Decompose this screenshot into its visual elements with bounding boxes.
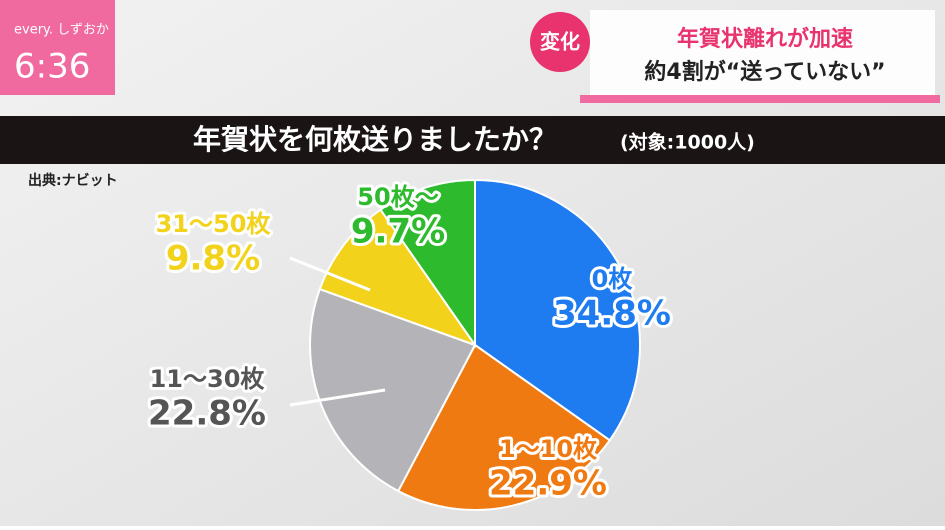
headline-stripe	[580, 95, 940, 103]
program-name: every. しずおか	[14, 23, 109, 38]
tag-badge	[530, 12, 590, 72]
pie-slice	[309, 287, 477, 493]
title-bar	[0, 116, 945, 164]
category-label: 1〜10枚	[499, 435, 597, 463]
headline-1: 年賀状離れが加速	[677, 26, 853, 52]
pie-slice	[318, 208, 478, 348]
leader-line	[289, 256, 371, 292]
category-label: 11〜30枚	[150, 365, 265, 393]
headline-2: 約4割が“送っていない”	[644, 59, 885, 85]
tag-text: 変化	[540, 30, 580, 54]
leader-line	[289, 388, 386, 407]
value-label: 34.8%	[553, 294, 671, 334]
program-logo-box	[0, 0, 115, 95]
source: 出典:ナビット	[28, 172, 118, 189]
pie-slice	[379, 178, 476, 349]
value-label: 22.9%	[489, 464, 607, 504]
value-label: 9.7%	[351, 212, 445, 252]
clock: 6:36	[14, 47, 90, 87]
chart-subtitle: (対象:1000人)	[620, 131, 755, 154]
category-label: 0枚	[592, 265, 633, 293]
value-label: 22.8%	[148, 394, 266, 434]
pie-slice	[474, 178, 641, 442]
value-label: 9.8%	[166, 239, 260, 279]
category-label: 50枚〜	[357, 183, 438, 211]
pie-slice	[396, 343, 612, 511]
category-label: 31〜50枚	[156, 210, 271, 238]
headline-box	[590, 10, 935, 100]
chart-title: 年賀状を何枚送りましたか？	[193, 123, 557, 156]
